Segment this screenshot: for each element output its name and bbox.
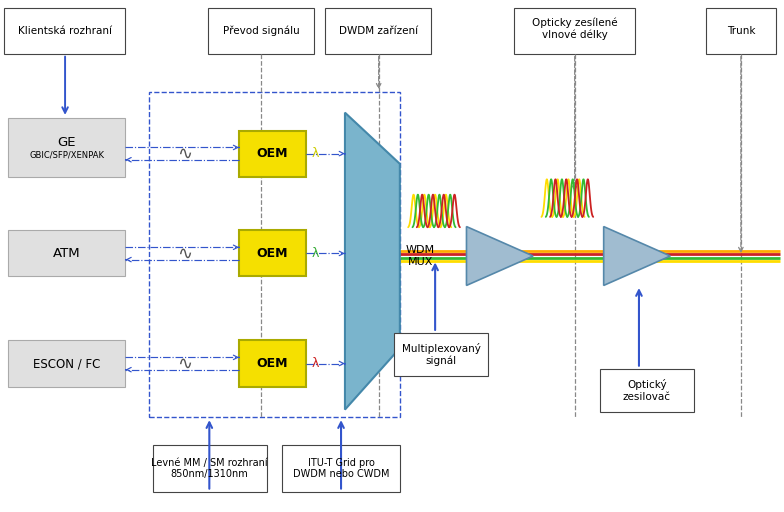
FancyBboxPatch shape [394,333,488,376]
FancyBboxPatch shape [600,369,694,412]
FancyBboxPatch shape [8,340,125,387]
FancyBboxPatch shape [153,445,267,492]
Text: OEM: OEM [256,357,289,370]
FancyBboxPatch shape [325,8,431,54]
Text: ESCON / FC: ESCON / FC [33,357,100,370]
Text: OEM: OEM [256,247,289,260]
Text: λ: λ [311,247,319,260]
FancyBboxPatch shape [282,445,400,492]
Text: Trunk: Trunk [727,26,755,36]
FancyBboxPatch shape [706,8,776,54]
FancyBboxPatch shape [239,340,306,387]
Text: ∿: ∿ [176,144,192,163]
Text: ATM: ATM [53,247,81,260]
FancyBboxPatch shape [8,230,125,276]
Text: ∿: ∿ [176,244,192,263]
Text: Multiplexovaný
signál: Multiplexovaný signál [402,343,481,367]
FancyBboxPatch shape [4,8,125,54]
FancyBboxPatch shape [239,230,306,276]
Text: OEM: OEM [256,147,289,160]
FancyBboxPatch shape [514,8,635,54]
Text: ∿: ∿ [176,354,192,373]
Text: Optický
zesilovač: Optický zesilovač [622,379,671,402]
Polygon shape [466,226,533,286]
Text: ITU-T Grid pro
DWDM nebo CWDM: ITU-T Grid pro DWDM nebo CWDM [292,458,390,479]
Text: λ: λ [311,357,319,370]
Text: λ: λ [311,147,319,160]
Text: DWDM zařízení: DWDM zařízení [339,26,418,36]
Text: Opticky zesílené
vlnové délky: Opticky zesílené vlnové délky [532,17,618,40]
Text: Levné MM / SM rozhraní
850nm/1310nm: Levné MM / SM rozhraní 850nm/1310nm [151,458,267,479]
FancyBboxPatch shape [239,131,306,177]
Text: Převod signálu: Převod signálu [223,26,299,36]
Polygon shape [345,113,400,410]
Text: GE: GE [57,136,76,149]
FancyBboxPatch shape [208,8,314,54]
Text: GBIC/SFP/XENPAK: GBIC/SFP/XENPAK [29,150,104,159]
Text: WDM
MUX: WDM MUX [406,245,435,267]
Polygon shape [604,226,670,286]
Text: Klientská rozhraní: Klientská rozhraní [18,26,112,36]
FancyBboxPatch shape [8,118,125,177]
